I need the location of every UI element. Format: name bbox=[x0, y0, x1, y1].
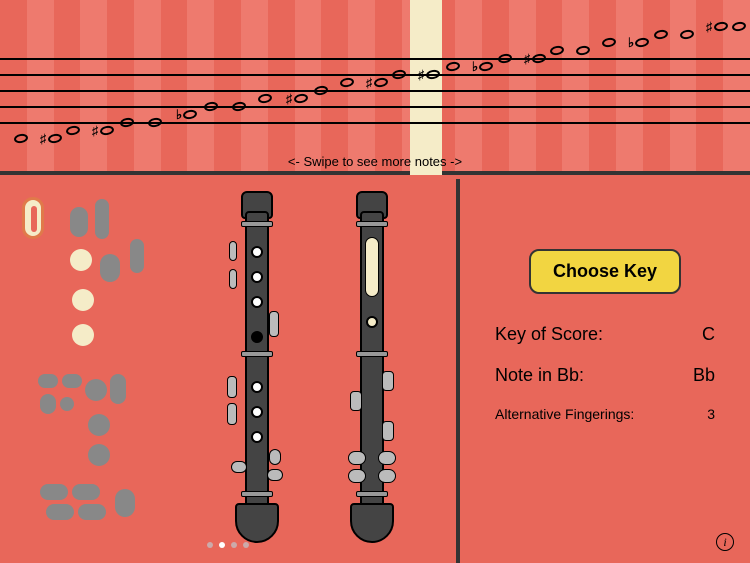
key-of-score-row: Key of Score: C bbox=[495, 324, 715, 345]
lower-area: Choose Key Key of Score: C Note in Bb: B… bbox=[0, 179, 750, 563]
note[interactable]: ♯ bbox=[286, 90, 308, 106]
note[interactable] bbox=[732, 18, 746, 33]
note[interactable]: ♭ bbox=[472, 58, 493, 75]
note[interactable]: ♯ bbox=[40, 130, 62, 146]
key-of-score-value: C bbox=[702, 324, 715, 345]
key-blob bbox=[88, 414, 110, 436]
note[interactable] bbox=[340, 74, 354, 89]
note[interactable] bbox=[446, 58, 460, 73]
key-blob bbox=[100, 254, 120, 282]
staff-area[interactable]: ♯ ♯ ♭ ♯ ♯ ♯ ♭ ♯ ♭ ♯ <- Swipe to see more notes -> bbox=[0, 0, 750, 175]
key-blob bbox=[72, 324, 94, 346]
key-blob bbox=[88, 444, 110, 466]
note[interactable]: ♯ bbox=[92, 122, 114, 138]
key-blob bbox=[70, 249, 92, 271]
note[interactable]: ♭ bbox=[176, 106, 197, 123]
page-indicator bbox=[0, 535, 456, 553]
alt-fingerings-value: 3 bbox=[707, 406, 715, 422]
note[interactable]: ♭ bbox=[628, 34, 649, 51]
clarinet-back bbox=[350, 191, 394, 541]
fingering-diagram[interactable] bbox=[0, 179, 460, 563]
note[interactable] bbox=[550, 42, 564, 57]
note-in-bb-value: Bb bbox=[693, 365, 715, 386]
note[interactable] bbox=[66, 122, 80, 137]
key-blob bbox=[78, 504, 106, 520]
note-in-bb-row: Note in Bb: Bb bbox=[495, 365, 715, 386]
note[interactable] bbox=[314, 82, 328, 97]
choose-key-button[interactable]: Choose Key bbox=[529, 249, 681, 294]
key-blob bbox=[40, 394, 56, 414]
note[interactable] bbox=[576, 42, 590, 57]
key-blob bbox=[72, 289, 94, 311]
register-key bbox=[22, 197, 44, 239]
info-panel: Choose Key Key of Score: C Note in Bb: B… bbox=[460, 179, 750, 563]
alt-fingerings-row: Alternative Fingerings: 3 bbox=[495, 406, 715, 422]
key-blob bbox=[40, 484, 68, 500]
key-blob bbox=[62, 374, 82, 388]
note[interactable] bbox=[120, 114, 134, 129]
note[interactable]: ♯ bbox=[366, 74, 388, 90]
key-blob bbox=[70, 207, 88, 237]
key-blob bbox=[130, 239, 144, 273]
note[interactable] bbox=[602, 34, 616, 49]
key-blob bbox=[38, 374, 58, 388]
swipe-hint-label: <- Swipe to see more notes -> bbox=[0, 154, 750, 169]
note[interactable] bbox=[148, 114, 162, 129]
key-blob bbox=[60, 397, 74, 411]
note[interactable]: ♯ bbox=[524, 50, 546, 66]
key-blob bbox=[72, 484, 100, 500]
alt-fingerings-label: Alternative Fingerings: bbox=[495, 406, 634, 422]
note[interactable] bbox=[392, 66, 406, 81]
note[interactable] bbox=[258, 90, 272, 105]
note[interactable] bbox=[204, 98, 218, 113]
notes-layer[interactable]: ♯ ♯ ♭ ♯ ♯ ♯ ♭ ♯ ♭ ♯ bbox=[0, 0, 750, 171]
note[interactable]: ♯ bbox=[418, 66, 440, 82]
key-blob bbox=[46, 504, 74, 520]
note[interactable]: ♯ bbox=[706, 18, 728, 34]
key-of-score-label: Key of Score: bbox=[495, 324, 603, 345]
info-icon[interactable]: i bbox=[716, 533, 734, 551]
note[interactable] bbox=[654, 26, 668, 41]
note[interactable] bbox=[232, 98, 246, 113]
key-blob bbox=[95, 199, 109, 239]
note-in-bb-label: Note in Bb: bbox=[495, 365, 584, 386]
key-blob bbox=[85, 379, 107, 401]
note[interactable] bbox=[14, 130, 28, 145]
clarinet-front bbox=[235, 191, 279, 541]
key-blob bbox=[115, 489, 135, 517]
note[interactable] bbox=[498, 50, 512, 65]
key-blob bbox=[110, 374, 126, 404]
note[interactable] bbox=[680, 26, 694, 41]
